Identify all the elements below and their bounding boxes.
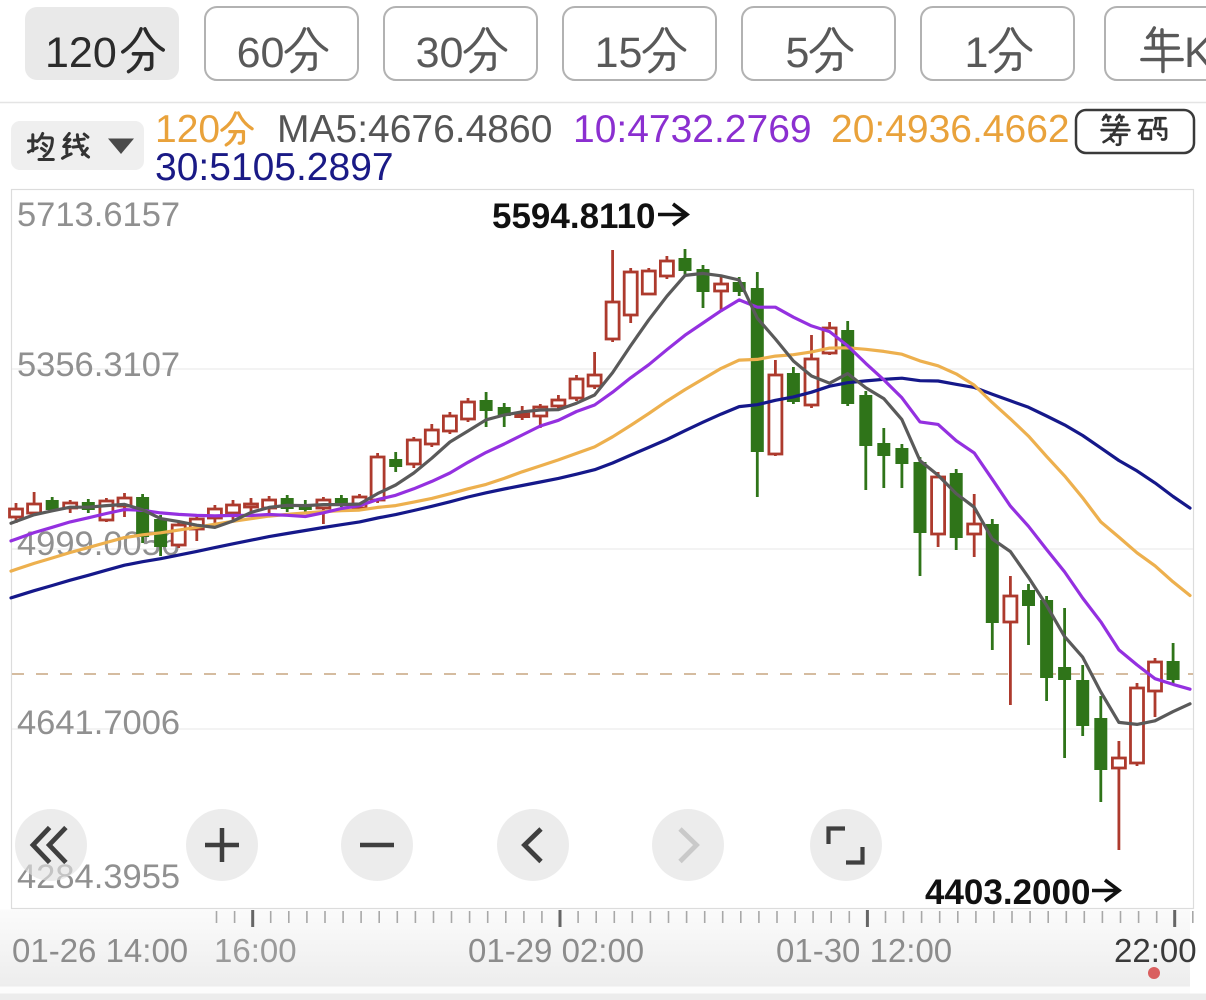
svg-text:01-30 12:00: 01-30 12:00: [776, 932, 952, 969]
svg-text:01-26 14:00: 01-26 14:00: [12, 932, 188, 969]
svg-text:5594.8110: 5594.8110: [492, 197, 656, 236]
svg-text:5356.3107: 5356.3107: [17, 346, 180, 384]
svg-text:20:4936.4662: 20:4936.4662: [831, 108, 1070, 151]
svg-text:120: 120: [45, 29, 117, 77]
svg-text:MA5:4676.4860: MA5:4676.4860: [277, 108, 552, 151]
svg-text:60: 60: [237, 29, 285, 77]
svg-text:15: 15: [595, 29, 643, 77]
svg-text:4403.2000: 4403.2000: [925, 873, 1090, 912]
svg-text:120: 120: [155, 108, 220, 151]
svg-text:16:00: 16:00: [214, 932, 297, 969]
svg-text:5713.6157: 5713.6157: [17, 196, 180, 234]
svg-text:30:5105.2897: 30:5105.2897: [155, 146, 394, 189]
svg-text:30: 30: [416, 29, 464, 77]
svg-text:K: K: [1184, 29, 1206, 77]
svg-text:10:4732.2769: 10:4732.2769: [573, 108, 812, 151]
svg-text:01-29 02:00: 01-29 02:00: [468, 932, 644, 969]
svg-text:22:00: 22:00: [1114, 932, 1197, 969]
svg-text:4641.7006: 4641.7006: [17, 704, 180, 742]
svg-text:5: 5: [786, 29, 810, 77]
svg-text:1: 1: [965, 29, 989, 77]
